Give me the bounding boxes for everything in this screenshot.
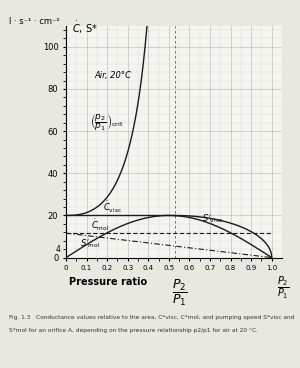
Text: $\left(\dfrac{p_2}{p_1}\right)_{\rm crit}$: $\left(\dfrac{p_2}{p_1}\right)_{\rm crit…	[90, 112, 124, 133]
Text: $\dfrac{P_2}{P_1}$: $\dfrac{P_2}{P_1}$	[172, 277, 188, 308]
Text: Fig. 1.3   Conductance values relative to the area, C*visc, C*mol, and pumping s: Fig. 1.3 Conductance values relative to …	[9, 315, 294, 320]
Text: $\dot{C}_{\rm visc}$: $\dot{C}_{\rm visc}$	[103, 199, 122, 215]
Text: $S'_{\rm mol}$: $S'_{\rm mol}$	[80, 237, 101, 250]
Text: $S'_{\rm visc}$: $S'_{\rm visc}$	[202, 213, 223, 225]
Text: 4: 4	[56, 245, 60, 254]
Text: $\dot{C}_{\rm mol}$: $\dot{C}_{\rm mol}$	[91, 218, 109, 233]
Text: $\dfrac{P_2}{P_1}$: $\dfrac{P_2}{P_1}$	[277, 275, 289, 301]
Text: Pressure ratio: Pressure ratio	[69, 277, 147, 287]
Text: S*mol for an orifice A, depending on the pressure relationship p2/p1 for air at : S*mol for an orifice A, depending on the…	[9, 328, 258, 333]
Text: Air, 20°C: Air, 20°C	[95, 71, 132, 81]
Text: $\dot{C}$, S*: $\dot{C}$, S*	[72, 20, 98, 36]
Text: l · s⁻¹ · cm⁻²: l · s⁻¹ · cm⁻²	[9, 17, 60, 25]
